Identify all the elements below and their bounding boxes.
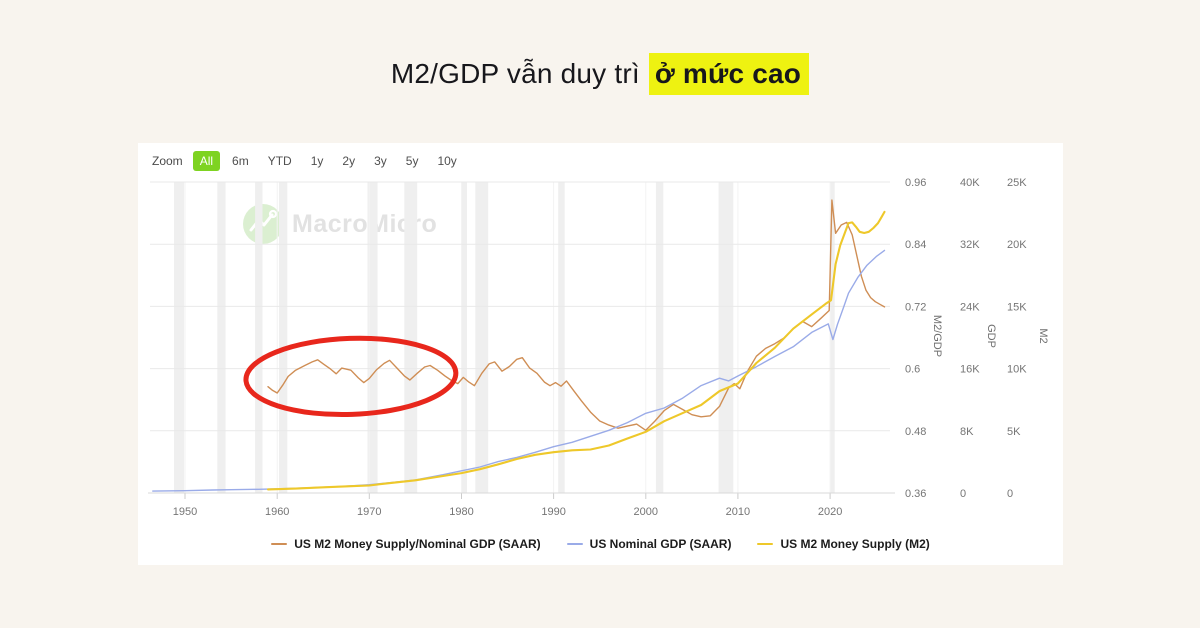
chart-card: Zoom All 6m YTD 1y 2y 3y 5y 10y MacroMicro 1950… bbox=[138, 143, 1063, 565]
y-tick-label-m2: 5K bbox=[1007, 426, 1021, 438]
y-tick-label-gdp: 32K bbox=[960, 239, 980, 251]
y-tick-label-m2: 25K bbox=[1007, 177, 1027, 189]
legend-dash-m2-supply-icon bbox=[757, 543, 774, 545]
recession-band bbox=[461, 182, 467, 493]
x-tick-label: 2000 bbox=[634, 506, 658, 518]
recession-band bbox=[718, 182, 734, 493]
x-tick-label: 1970 bbox=[357, 506, 381, 518]
zoom-button-ytd[interactable]: YTD bbox=[261, 151, 299, 171]
recession-band bbox=[174, 182, 185, 493]
legend-item-nominal-gdp[interactable]: US Nominal GDP (SAAR) bbox=[566, 537, 732, 551]
zoom-button-10y[interactable]: 10y bbox=[430, 151, 463, 171]
zoom-buttons-group: All 6m YTD 1y 2y 3y 5y 10y bbox=[192, 151, 469, 171]
y-tick-label-m2-gdp: 0.96 bbox=[905, 177, 926, 189]
y-tick-label-m2: 15K bbox=[1007, 301, 1027, 313]
y-tick-label-gdp: 8K bbox=[960, 426, 974, 438]
page-title-highlight: ở mức cao bbox=[648, 53, 810, 95]
recession-band bbox=[475, 182, 489, 493]
page-title-text: M2/GDP vẫn duy trì bbox=[390, 58, 640, 89]
y-axis-title-m2: M2 bbox=[1037, 328, 1049, 343]
x-tick-label: 2020 bbox=[818, 506, 842, 518]
x-tick-label: 1950 bbox=[173, 506, 197, 518]
recession-band bbox=[558, 182, 565, 493]
x-tick-label: 1990 bbox=[541, 506, 565, 518]
legend-dash-m2-gdp-ratio-icon bbox=[271, 543, 288, 545]
recession-band bbox=[279, 182, 288, 493]
y-tick-label-gdp: 16K bbox=[960, 364, 980, 376]
zoom-button-6m[interactable]: 6m bbox=[225, 151, 256, 171]
series-line-1 bbox=[152, 249, 886, 492]
y-tick-label-m2-gdp: 0.72 bbox=[905, 301, 926, 313]
zoom-button-5y[interactable]: 5y bbox=[399, 151, 426, 171]
zoom-button-2y[interactable]: 2y bbox=[335, 151, 362, 171]
y-tick-label-gdp: 24K bbox=[960, 301, 980, 313]
y-tick-label-gdp: 40K bbox=[960, 177, 980, 189]
annotation-ellipse bbox=[243, 335, 459, 418]
series-line-2 bbox=[266, 210, 886, 491]
y-tick-label-m2-gdp: 0.36 bbox=[905, 488, 926, 500]
x-tick-label: 2010 bbox=[726, 506, 750, 518]
recession-band bbox=[217, 182, 226, 493]
chart-legend: US M2 Money Supply/Nominal GDP (SAAR) US… bbox=[138, 537, 1063, 551]
series-line-0 bbox=[267, 199, 886, 431]
legend-dash-nominal-gdp-icon bbox=[566, 543, 583, 545]
recession-band bbox=[655, 182, 664, 493]
x-tick-label: 1980 bbox=[449, 506, 473, 518]
zoom-range-label: Zoom bbox=[152, 154, 183, 168]
legend-item-m2-supply[interactable]: US M2 Money Supply (M2) bbox=[757, 537, 930, 551]
recession-band bbox=[404, 182, 418, 493]
y-tick-label-m2: 10K bbox=[1007, 364, 1027, 376]
legend-label-m2-supply: US M2 Money Supply (M2) bbox=[780, 537, 930, 551]
zoom-button-1y[interactable]: 1y bbox=[304, 151, 331, 171]
zoom-toolbar: Zoom All 6m YTD 1y 2y 3y 5y 10y bbox=[152, 151, 469, 171]
recession-band bbox=[255, 182, 263, 493]
y-tick-label-m2-gdp: 0.6 bbox=[905, 364, 920, 376]
page-title: M2/GDP vẫn duy trì ở mức cao bbox=[0, 53, 1200, 95]
chart-plot-area[interactable]: 1950 1960 1970 1980 1990 2000 2010 2020 0.96 0.84… bbox=[138, 143, 1063, 565]
y-tick-label-m2-gdp: 0.84 bbox=[905, 239, 926, 251]
y-tick-label-m2: 0 bbox=[1007, 488, 1013, 500]
y-tick-label-gdp: 0 bbox=[960, 488, 966, 500]
zoom-button-all[interactable]: All bbox=[192, 151, 221, 171]
legend-label-m2-gdp-ratio: US M2 Money Supply/Nominal GDP (SAAR) bbox=[294, 537, 541, 551]
y-tick-label-m2: 20K bbox=[1007, 239, 1027, 251]
zoom-button-3y[interactable]: 3y bbox=[367, 151, 394, 171]
legend-item-m2-gdp-ratio[interactable]: US M2 Money Supply/Nominal GDP (SAAR) bbox=[271, 537, 541, 551]
y-axis-title-m2-gdp: M2/GDP bbox=[931, 315, 943, 357]
legend-label-nominal-gdp: US Nominal GDP (SAAR) bbox=[589, 537, 732, 551]
y-tick-label-m2-gdp: 0.48 bbox=[905, 426, 926, 438]
x-tick-label: 1960 bbox=[265, 506, 289, 518]
y-axis-title-gdp: GDP bbox=[985, 324, 997, 348]
